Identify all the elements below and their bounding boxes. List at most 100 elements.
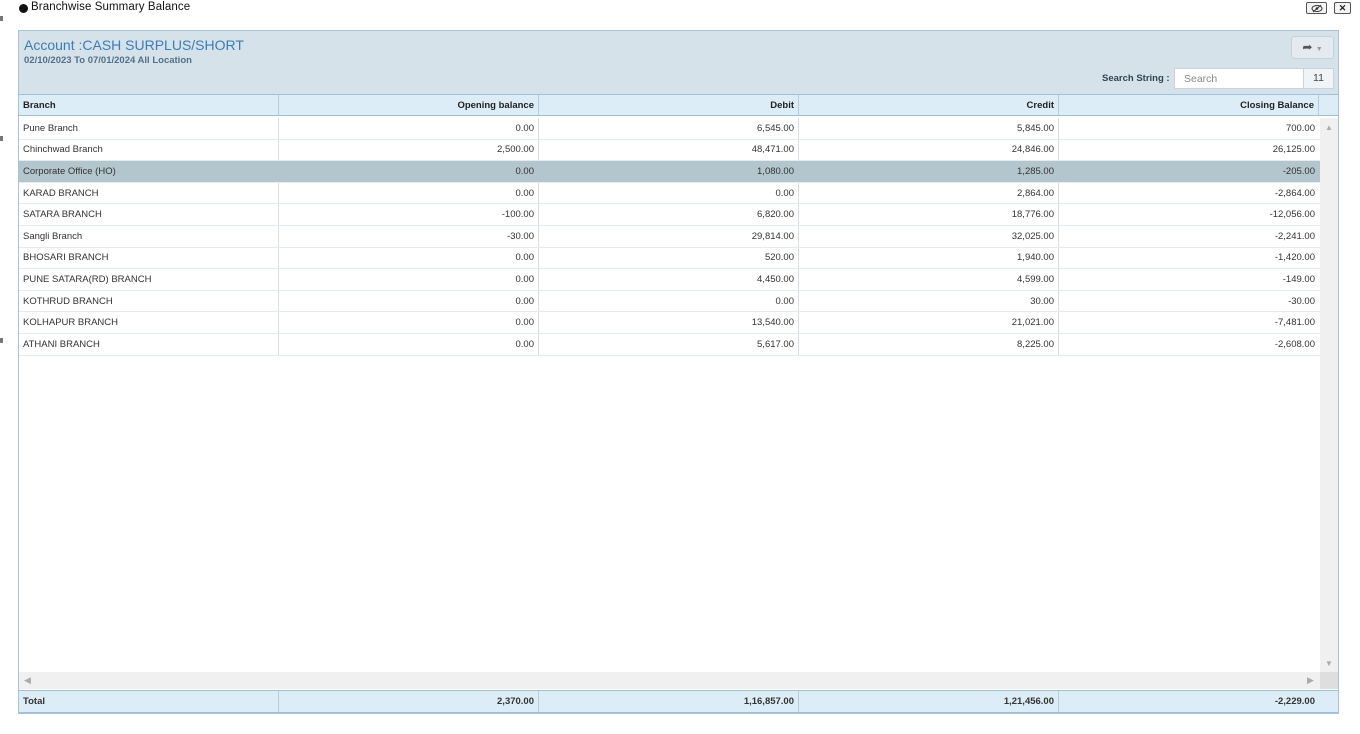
cell-opening-balance: 0.00 [279,333,539,355]
cell-branch: Chinchwad Branch [19,139,279,161]
hide-button[interactable] [1306,2,1327,14]
cell-debit: 29,814.00 [539,225,799,247]
column-header-credit[interactable]: Credit [799,95,1059,115]
table-row[interactable]: Chinchwad Branch 2,500.00 48,471.00 24,8… [19,139,1320,162]
scroll-up-icon[interactable]: ▲ [1325,123,1333,132]
cell-credit: 32,025.00 [799,225,1059,247]
cell-branch: BHOSARI BRANCH [19,247,279,269]
cell-branch: KOTHRUD BRANCH [19,290,279,312]
cell-closing-balance: 26,125.00 [1272,144,1315,156]
grid-header: Branch Opening balance Debit Credit Clos… [19,94,1338,116]
cell-branch: Pune Branch [19,118,279,139]
cell-branch: KOLHAPUR BRANCH [19,312,279,333]
table-row[interactable]: PUNE SATARA(RD) BRANCH 0.00 4,450.00 4,5… [19,269,1320,291]
cell-closing-balance: -2,241.00 [1274,230,1315,242]
cell-opening-balance: 0.00 [279,161,539,182]
total-opening-balance: 2,370.00 [279,691,539,712]
cell-credit: 1,940.00 [799,247,1059,269]
share-button[interactable]: ➦ ▼ [1291,36,1334,59]
total-debit: 1,16,857.00 [539,691,799,712]
cell-closing-balance: -1,420.00 [1274,252,1315,264]
cell-credit: 1,285.00 [799,161,1059,182]
cell-closing-balance: -2,864.00 [1274,187,1315,199]
cell-closing-balance: -12,056.00 [1269,209,1315,221]
cell-credit: 24,846.00 [799,139,1059,161]
cell-closing-balance: -30.00 [1288,295,1315,307]
cell-closing-balance: -7,481.00 [1274,317,1315,329]
cell-branch: SATARA BRANCH [19,204,279,225]
cell-debit: 1,080.00 [539,161,799,182]
cell-opening-balance: 0.00 [279,247,539,269]
cell-closing-balance: -149.00 [1282,273,1315,285]
grid-body: Pune Branch 0.00 6,545.00 5,845.00 700.0… [19,118,1320,668]
cell-credit: 4,599.00 [799,269,1059,290]
totals-row: Total 2,370.00 1,16,857.00 1,21,456.00 -… [19,690,1338,713]
total-label: Total [19,691,279,712]
table-row[interactable]: ATHANI BRANCH 0.00 5,617.00 8,225.00 -2,… [19,333,1320,356]
record-count: 11 [1303,68,1334,89]
cell-closing-balance: 700.00 [1285,122,1315,134]
window-title: Branchwise Summary Balance [31,1,191,13]
summary-panel: Account :CASH SURPLUS/SHORT 02/10/2023 T… [18,30,1339,714]
cell-opening-balance: 0.00 [279,182,539,204]
panel-header: Account :CASH SURPLUS/SHORT 02/10/2023 T… [19,31,1338,94]
cell-debit: 5,617.00 [539,333,799,355]
cell-debit: 6,820.00 [539,204,799,225]
cell-debit: 48,471.00 [539,139,799,161]
cell-credit: 18,776.00 [799,204,1059,225]
cell-credit: 8,225.00 [799,333,1059,355]
window-titlebar: Branchwise Summary Balance ✕ [0,0,1360,18]
cell-opening-balance: 0.00 [279,290,539,312]
search-label: Search String : [1102,73,1170,84]
cell-branch: PUNE SATARA(RD) BRANCH [19,269,279,290]
bullet-icon [19,4,28,13]
cell-credit: 30.00 [799,290,1059,312]
column-header-closing-balance[interactable]: Closing Balance [1059,95,1319,115]
column-header-spacer [1319,95,1338,115]
cell-opening-balance: 2,500.00 [279,139,539,161]
cell-closing-balance: -2,608.00 [1274,338,1315,350]
table-row[interactable]: KOLHAPUR BRANCH 0.00 13,540.00 21,021.00… [19,312,1320,334]
cell-credit: 21,021.00 [799,312,1059,333]
table-row[interactable]: Pune Branch 0.00 6,545.00 5,845.00 700.0… [19,118,1320,140]
table-row[interactable]: Sangli Branch -30.00 29,814.00 32,025.00… [19,225,1320,248]
cell-debit: 4,450.00 [539,269,799,290]
cell-debit: 13,540.00 [539,312,799,333]
column-header-debit[interactable]: Debit [539,95,799,115]
scrollbar-corner [1320,672,1338,689]
cell-credit: 5,845.00 [799,118,1059,139]
horizontal-scrollbar[interactable]: ◀ ▶ [19,672,1320,689]
cell-branch: ATHANI BRANCH [19,333,279,355]
cell-debit: 0.00 [539,290,799,312]
share-icon: ➦ [1302,40,1313,54]
cell-debit: 6,545.00 [539,118,799,139]
scroll-right-icon[interactable]: ▶ [1307,675,1314,685]
table-row[interactable]: KARAD BRANCH 0.00 0.00 2,864.00 -2,864.0… [19,182,1320,205]
cell-opening-balance: 0.00 [279,269,539,290]
close-icon: ✕ [1338,3,1347,13]
table-row[interactable]: SATARA BRANCH -100.00 6,820.00 18,776.00… [19,204,1320,226]
table-row[interactable]: BHOSARI BRANCH 0.00 520.00 1,940.00 -1,4… [19,247,1320,270]
scroll-left-icon[interactable]: ◀ [24,675,31,685]
table-row[interactable]: KOTHRUD BRANCH 0.00 0.00 30.00 -30.00 [19,290,1320,313]
cell-branch: Sangli Branch [19,225,279,247]
cell-branch: Corporate Office (HO) [19,161,279,182]
close-button[interactable]: ✕ [1334,2,1351,14]
total-credit: 1,21,456.00 [799,691,1059,712]
account-title: Account :CASH SURPLUS/SHORT [24,37,244,53]
cell-opening-balance: -100.00 [279,204,539,225]
scroll-down-icon[interactable]: ▼ [1325,659,1333,668]
vertical-scrollbar[interactable]: ▲ ▼ [1320,118,1338,672]
column-header-branch[interactable]: Branch [19,95,279,115]
table-row-selected[interactable]: Corporate Office (HO) 0.00 1,080.00 1,28… [19,161,1320,183]
date-range: 02/10/2023 To 07/01/2024 All Location [24,55,192,66]
chevron-down-icon: ▼ [1315,46,1323,53]
search-input[interactable] [1174,68,1304,89]
cell-branch: KARAD BRANCH [19,182,279,204]
column-header-opening-balance[interactable]: Opening balance [279,95,539,115]
cell-opening-balance: 0.00 [279,312,539,333]
cell-debit: 520.00 [539,247,799,269]
cell-closing-balance: -205.00 [1282,165,1315,177]
total-closing-balance: -2,229.00 [1274,696,1315,707]
cell-opening-balance: 0.00 [279,118,539,139]
